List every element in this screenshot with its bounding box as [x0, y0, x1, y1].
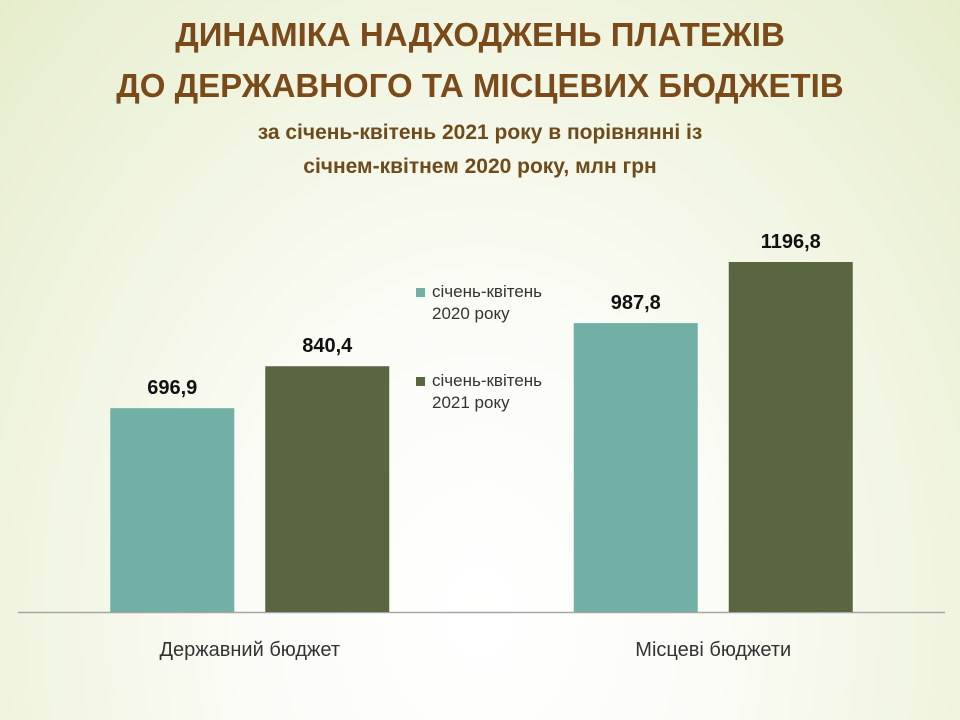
chart-subtitle: за січень-квітень 2021 року в порівнянні…: [258, 121, 703, 144]
value-label: 696,9: [147, 377, 197, 399]
chart-title: ДИНАМІКА НАДХОДЖЕНЬ ПЛАТЕЖІВ: [175, 16, 785, 53]
legend-label: січень-квітень 2021 року: [432, 371, 543, 412]
legend-label: січень-квітень 2020 року: [432, 282, 543, 323]
value-label: 987,8: [611, 292, 661, 314]
chart-title: ДО ДЕРЖАВНОГО ТА МІСЦЕВИХ БЮДЖЕТІВ: [116, 67, 843, 104]
legend-swatch: [416, 377, 425, 386]
bar: [728, 262, 853, 612]
x-tick-label: Місцеві бюджети: [635, 639, 791, 661]
chart-subtitle: січнем-квітнем 2020 року, млн грн: [303, 155, 656, 178]
bar: [573, 323, 698, 612]
value-label: 1196,8: [761, 231, 821, 253]
bar: [265, 366, 390, 612]
value-label: 840,4: [302, 335, 353, 357]
legend-swatch: [416, 288, 425, 297]
bar: [110, 408, 235, 612]
x-tick-label: Державний бюджет: [159, 639, 340, 661]
